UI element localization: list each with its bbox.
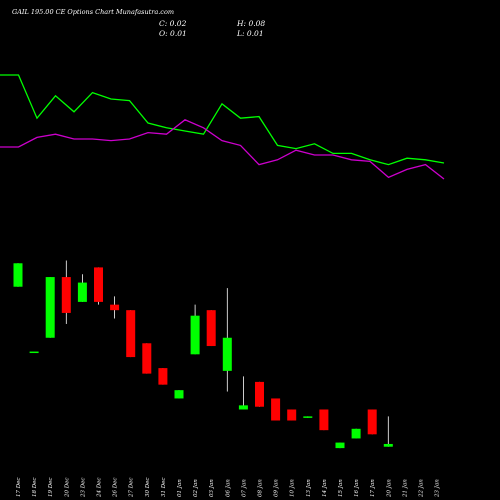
candle-down xyxy=(126,310,136,358)
x-tick-label: 30 Dec xyxy=(145,478,151,498)
candle-down xyxy=(255,381,264,407)
candle-down xyxy=(319,409,329,431)
candle-up xyxy=(45,277,55,338)
x-tick-label: 08 Jan xyxy=(258,479,264,497)
x-tick-label: 10 Jan xyxy=(290,479,296,497)
candle-up xyxy=(335,442,345,449)
x-tick-label: 20 Jan xyxy=(386,479,392,498)
x-tick-label: 09 Jan xyxy=(274,479,280,497)
candle-down xyxy=(206,310,216,347)
candle-down xyxy=(142,343,152,374)
candle-up xyxy=(77,282,87,302)
close-value: C: 0.02 xyxy=(159,19,187,28)
x-tick-label: 26 Dec xyxy=(113,478,119,499)
x-tick-label: 02 Jan xyxy=(193,479,199,497)
x-tick-label: 31 Dec xyxy=(161,478,167,498)
candle-up xyxy=(13,263,23,287)
candle-down xyxy=(287,409,297,421)
x-tick-label: 15 Jan xyxy=(338,479,344,497)
open-value: O: 0.01 xyxy=(159,29,187,38)
x-tick-label: 23 Jan xyxy=(435,479,441,498)
x-tick-label: 24 Dec xyxy=(97,478,103,499)
x-tick-label: 21 Jan xyxy=(402,479,408,498)
candle-down xyxy=(271,398,281,421)
candle-down xyxy=(158,368,168,385)
candle-down xyxy=(110,304,120,311)
high-value: H: 0.08 xyxy=(237,19,266,28)
candle-up xyxy=(351,428,361,439)
low-value: L: 0.01 xyxy=(237,29,264,38)
x-tick-label: 27 Dec xyxy=(129,478,135,499)
candle-up xyxy=(190,315,200,355)
x-tick-label: 06 Jan xyxy=(225,479,231,497)
x-tick-label: 17 Jan xyxy=(370,479,376,497)
series-line-magenta xyxy=(0,119,445,180)
x-tick-label: 16 Jan xyxy=(354,479,360,497)
candle-down xyxy=(61,277,71,313)
x-tick-label: 18 Dec xyxy=(32,478,38,498)
candle-up xyxy=(383,443,393,447)
chart-title: GAIL 195.00 CE Options Chart Munafasutra… xyxy=(12,8,175,16)
x-tick-label: 14 Jan xyxy=(322,479,328,497)
candle-up xyxy=(29,351,39,354)
candle-up xyxy=(303,416,313,418)
candle-down xyxy=(94,267,103,302)
x-tick-label: 01 Jan xyxy=(177,479,183,497)
x-tick-label: 20 Dec xyxy=(64,478,70,499)
candle-down xyxy=(367,409,377,435)
x-tick-label: 03 Jan xyxy=(209,479,215,497)
series-line-green xyxy=(0,74,445,166)
candle-up xyxy=(222,337,232,371)
candle-up xyxy=(238,405,248,410)
x-tick-label: 19 Dec xyxy=(48,478,54,498)
x-tick-label: 23 Dec xyxy=(80,478,86,499)
x-tick-label: 13 Jan xyxy=(306,479,312,497)
x-tick-label: 07 Jan xyxy=(241,479,247,497)
x-tick-label: 22 Jan xyxy=(419,479,425,498)
x-tick-label: 17 Dec xyxy=(16,478,22,498)
candle-up xyxy=(174,390,184,399)
